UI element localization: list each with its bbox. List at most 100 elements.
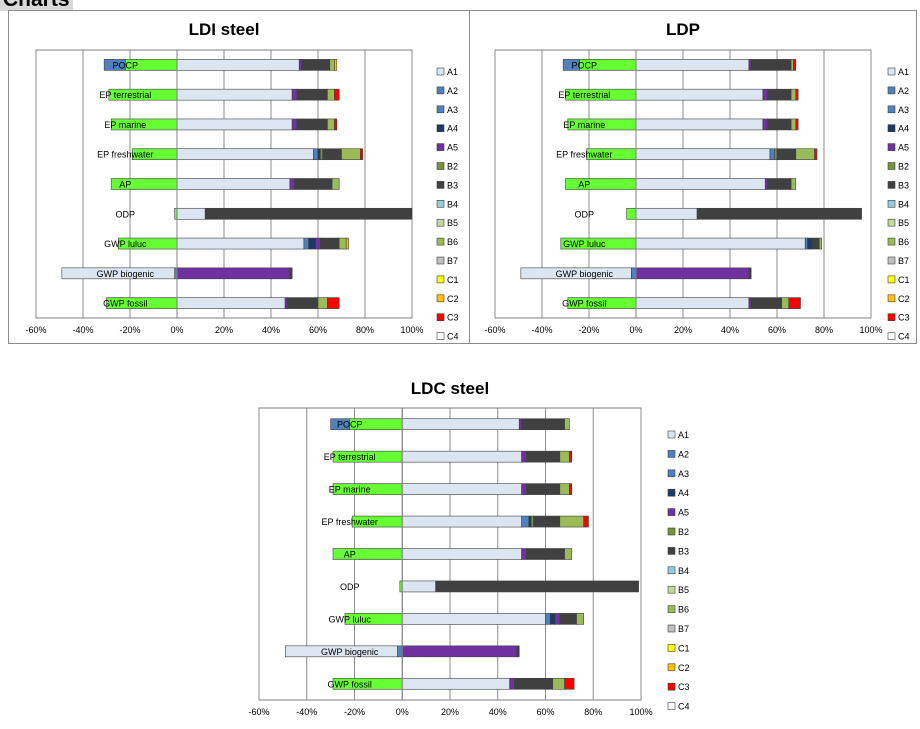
bar-segment-b3 [750, 59, 792, 71]
legend-swatch [887, 67, 896, 76]
bar-segment-b6 [790, 178, 797, 190]
legend-swatch [436, 143, 445, 151]
legend-label: A2 [678, 449, 689, 459]
x-tick-label: 20% [674, 325, 692, 335]
bar-segment-a1 [401, 450, 522, 463]
bar-segment-a5 [289, 178, 295, 190]
bar-segment-b3 [514, 677, 553, 690]
category-label: EP terrestrial [558, 90, 610, 100]
bar-segment-a1 [401, 580, 436, 593]
legend-label: A2 [447, 86, 458, 96]
bar-segment-a5 [509, 677, 515, 690]
legend-swatch [887, 237, 896, 246]
legend-swatch [436, 237, 445, 246]
x-tick-label: 100% [400, 325, 423, 335]
bar-segment-c3 [334, 88, 340, 101]
bar-segment-b6 [338, 237, 347, 250]
legend-swatch [887, 162, 896, 170]
bar-segment-b6 [329, 59, 335, 71]
bar-segment-b3 [526, 483, 561, 495]
bar-segment-b3 [287, 297, 319, 309]
x-tick-label: -60% [25, 325, 46, 335]
bar-segment-b3 [289, 267, 293, 280]
bar-segment-a3 [769, 148, 775, 161]
category-label: GWP fossil [328, 679, 372, 689]
legend-swatch [667, 527, 676, 536]
bar-segment-c3 [569, 450, 573, 463]
bar-segment-a1 [284, 645, 398, 658]
bar-segment-a4 [807, 237, 813, 250]
category-label: EP marine [563, 120, 605, 130]
bar-segment-a5 [762, 118, 768, 131]
legend-swatch [436, 181, 445, 189]
bar-segment-a1 [176, 237, 305, 250]
bar-segment-a5 [748, 59, 752, 71]
legend-swatch [887, 86, 896, 95]
bar-segment-b6 [327, 88, 335, 101]
bar-segment-a5 [748, 297, 752, 309]
bar-segment-b3 [748, 267, 752, 280]
category-label: GWP biogenic [556, 269, 614, 279]
chart-canvas: LDP -60% -40% -20% 0% 20% 40% 60% 80% 100% POCP EP … [484, 20, 909, 342]
x-tick-label: 60% [536, 707, 554, 717]
bar-segment-b3 [294, 178, 333, 190]
bar-segment-c2 [334, 59, 338, 71]
legend-label: C3 [678, 682, 690, 692]
x-tick-label: 0% [396, 707, 409, 717]
legend-swatch [887, 105, 896, 114]
legend-swatch [667, 450, 676, 458]
legend-swatch [887, 313, 896, 322]
legend-swatch [667, 644, 676, 652]
chart-ldc-steel: LDC steel -60% -40% -20% 0% 20% 40% 60% 80% 100% P… [240, 372, 700, 729]
bar-segment-b3 [526, 450, 561, 463]
legend-label: C2 [447, 294, 459, 304]
bar-segment-b3 [516, 645, 520, 658]
legend-swatch [667, 605, 676, 613]
legend-swatch [667, 566, 676, 575]
bar-segment-c3 [327, 297, 340, 309]
category-label: ODP [575, 209, 595, 219]
bar-segment-b6 [790, 118, 797, 131]
x-tick-label: -40% [72, 325, 93, 335]
x-tick-label: 20% [215, 325, 233, 335]
x-tick-label: 40% [489, 707, 507, 717]
bar-segment-b6 [781, 297, 790, 309]
bar-segment-b6 [559, 483, 570, 495]
legend-label: B4 [447, 199, 458, 209]
x-tick-label: 80% [356, 325, 374, 335]
category-label: AP [344, 550, 356, 560]
bar-segment-a3 [312, 148, 319, 161]
bar-segment-a1 [401, 548, 522, 560]
bar-segment-b6 [795, 148, 815, 161]
bar-segment-b6 [790, 88, 797, 101]
bar-segment-a3 [103, 59, 126, 71]
legend-swatch [887, 256, 896, 265]
legend-label: B7 [678, 624, 689, 634]
bar-segment-a1 [635, 297, 750, 309]
bar-segment-b6 [552, 677, 565, 690]
category-label: EP terrestrial [324, 452, 376, 462]
x-tick-label: -40% [296, 707, 317, 717]
bar-segment-b3 [320, 237, 340, 250]
category-label: EP freshwater [97, 150, 153, 160]
legend-label: B5 [447, 218, 458, 228]
legend-label: B4 [678, 566, 689, 576]
category-label: GWP luluc [563, 239, 606, 249]
legend-label: A4 [678, 488, 689, 498]
legend-label: B3 [447, 180, 458, 190]
bar-segment-a1 [176, 59, 300, 71]
bar-segment-b3 [301, 59, 331, 71]
legend-label: A1 [898, 67, 909, 77]
legend-label: B2 [678, 527, 689, 537]
category-label: EP terrestrial [99, 90, 151, 100]
category-label: ODP [116, 209, 136, 219]
legend-label: C2 [678, 663, 690, 673]
bar-segment-a5 [315, 237, 321, 250]
bar-segment-a1 [635, 148, 771, 161]
bar-segment-b3 [435, 580, 639, 593]
bar-segment-a5 [554, 613, 561, 625]
legend-swatch [436, 105, 445, 114]
bar-segment-a3 [303, 237, 309, 250]
bar-segment-b6 [790, 59, 794, 71]
bar-segment-a5 [521, 483, 527, 495]
